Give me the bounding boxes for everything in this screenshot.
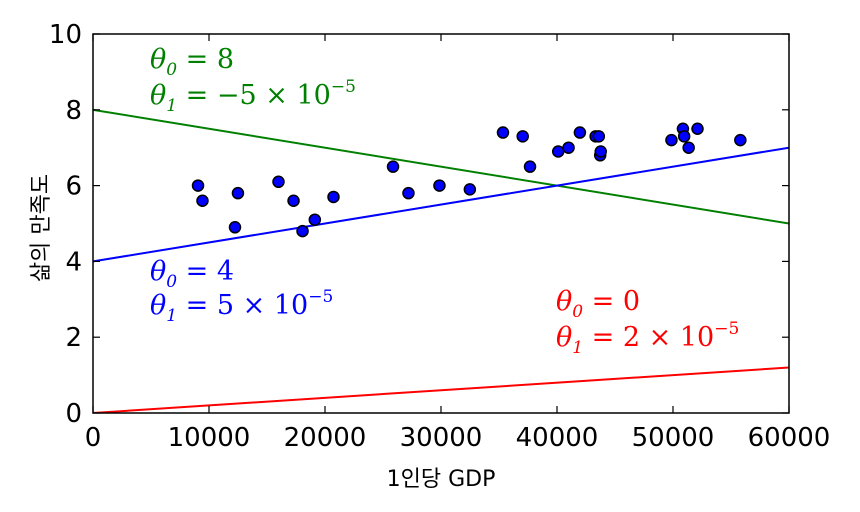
annotation-blue-theta1: θ1 = 5 × 10−5 xyxy=(150,287,333,326)
x-tick-label: 30000 xyxy=(400,423,483,453)
data-point xyxy=(677,130,691,143)
annotation-green-theta0: θ0 = 8 xyxy=(150,44,234,80)
data-point xyxy=(272,175,285,189)
data-point xyxy=(386,160,400,173)
axis-ticks: 0 10000 20000 30000 40000 50000 60000 0 2 4 6 8 10 xyxy=(49,20,830,453)
y-axis-title: 삶의 만족도 xyxy=(29,174,54,282)
y-tick-label: 10 xyxy=(49,20,82,50)
annotation-red: θ0 = 0 θ1 = 2 × 10−5 xyxy=(556,286,739,358)
fit-line-1 xyxy=(93,146,789,263)
data-point xyxy=(665,133,678,147)
data-points xyxy=(191,122,747,238)
y-tick-label: 8 xyxy=(65,96,82,126)
fit-line-0 xyxy=(93,108,789,225)
fit-lines xyxy=(93,108,789,413)
annotation-green: θ0 = 8 θ1 = −5 × 10−5 xyxy=(150,44,356,116)
x-tick-label: 40000 xyxy=(516,423,599,453)
data-point xyxy=(196,194,209,208)
data-point xyxy=(496,126,510,139)
data-point xyxy=(516,130,529,143)
annotation-red-theta1: θ1 = 2 × 10−5 xyxy=(556,319,739,358)
data-point xyxy=(191,179,205,192)
annotation-blue: θ0 = 4 θ1 = 5 × 10−5 xyxy=(150,256,333,326)
data-point xyxy=(682,141,695,154)
y-tick-label: 2 xyxy=(65,323,82,353)
x-axis-title: 1인당 GDP xyxy=(387,467,496,492)
x-tick-label: 60000 xyxy=(748,423,831,453)
data-point xyxy=(228,221,242,234)
data-point xyxy=(287,194,300,208)
y-tick-label: 6 xyxy=(65,172,82,202)
x-tick-label: 0 xyxy=(85,423,102,453)
data-point xyxy=(296,224,309,238)
data-point xyxy=(691,122,704,135)
y-tick-label: 0 xyxy=(65,399,82,429)
annotation-blue-theta0: θ0 = 4 xyxy=(150,256,234,292)
data-point xyxy=(573,126,587,139)
data-point xyxy=(734,133,747,147)
data-point xyxy=(523,160,537,173)
data-point xyxy=(592,130,606,143)
data-point xyxy=(594,145,607,158)
x-tick-label: 50000 xyxy=(632,423,715,453)
data-point xyxy=(327,190,340,204)
data-point xyxy=(551,145,565,158)
annotation-red-theta0: θ0 = 0 xyxy=(556,286,640,322)
data-point xyxy=(402,186,415,200)
data-point xyxy=(463,183,477,196)
data-point xyxy=(308,213,322,226)
y-tick-label: 4 xyxy=(65,247,82,277)
data-point xyxy=(562,141,575,154)
annotation-green-theta1: θ1 = −5 × 10−5 xyxy=(150,77,356,116)
x-tick-label: 20000 xyxy=(284,423,367,453)
fit-line-2 xyxy=(93,366,789,413)
data-point xyxy=(231,186,245,200)
x-tick-label: 10000 xyxy=(168,423,251,453)
data-point xyxy=(433,179,446,192)
